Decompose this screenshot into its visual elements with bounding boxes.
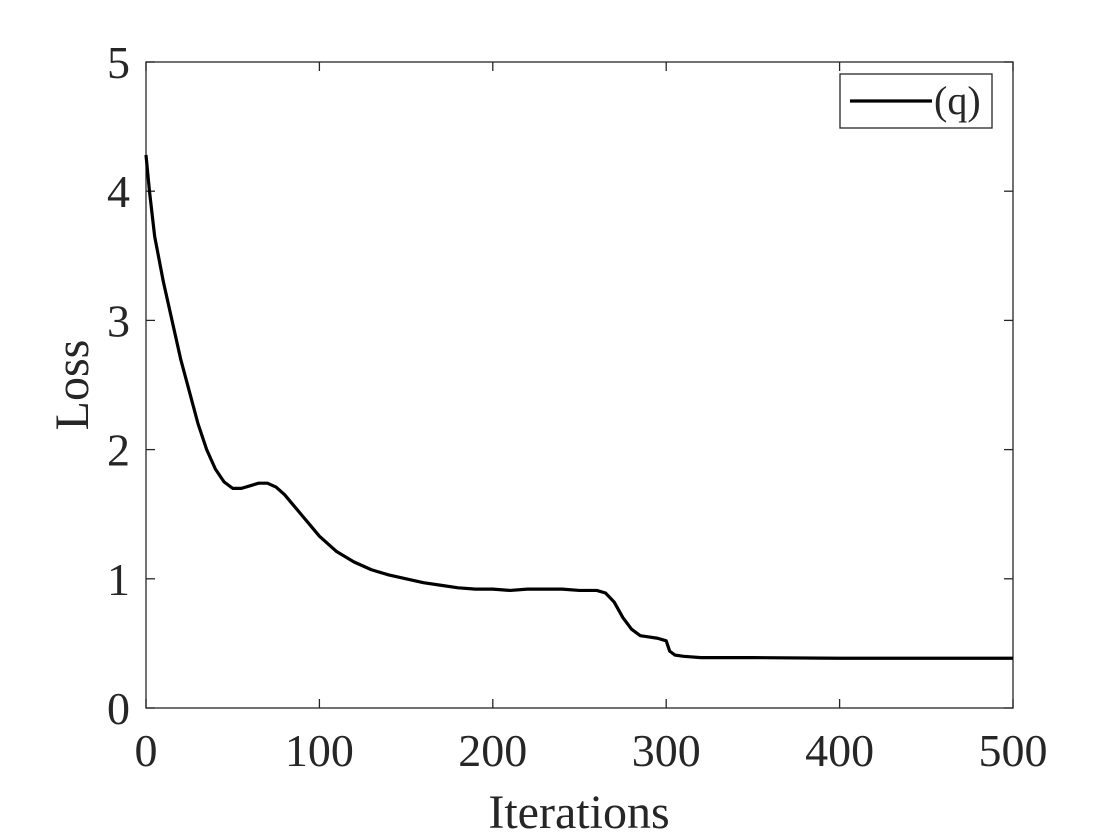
x-tick-label: 200	[458, 725, 527, 776]
legend-label: (q)	[934, 78, 981, 123]
y-tick-label: 3	[107, 295, 130, 346]
x-tick-label: 500	[979, 725, 1048, 776]
x-tick-label: 100	[285, 725, 354, 776]
plot-frame	[145, 61, 1014, 709]
x-tick-label: 0	[135, 725, 158, 776]
y-tick-label: 4	[107, 166, 130, 217]
y-axis-label: Loss	[46, 340, 99, 431]
y-tick-label: 0	[107, 683, 130, 734]
y-tick-label: 5	[107, 37, 130, 88]
x-tick-label: 300	[632, 725, 701, 776]
y-tick-label: 1	[107, 554, 130, 605]
x-axis-label: Iterations	[488, 786, 669, 839]
y-tick-label: 2	[107, 425, 130, 476]
data-line	[144, 154, 1013, 660]
x-tick-label: 400	[805, 725, 874, 776]
